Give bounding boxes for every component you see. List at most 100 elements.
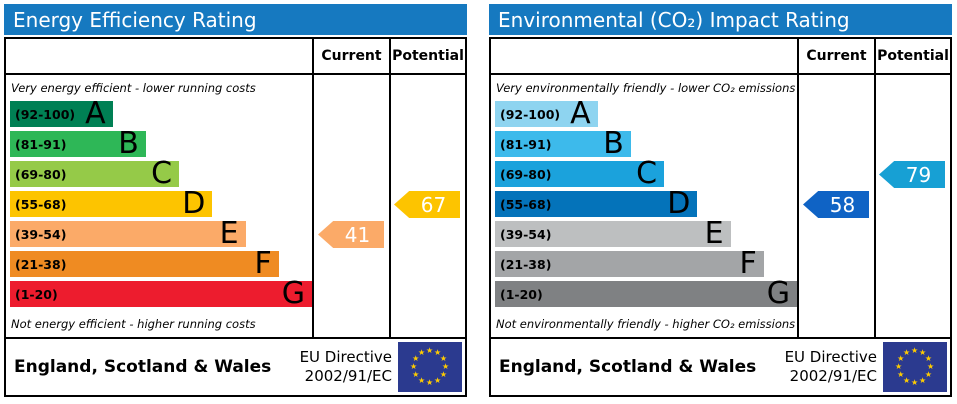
band-letter: G — [281, 276, 305, 311]
energy-band-scale: Very energy efficient - lower running co… — [6, 75, 312, 337]
band-bar-g: (1-20) G — [495, 276, 797, 311]
energy-header-spacer — [6, 39, 312, 73]
star-icon: ★ — [426, 346, 434, 355]
environmental-top-caption: Very environmentally friendly - lower CO… — [496, 81, 796, 95]
band-letter: D — [182, 186, 206, 221]
star-icon: ★ — [410, 362, 418, 371]
band-row-a: (92-100) A — [6, 96, 312, 131]
band-row-b: (81-91) B — [6, 126, 312, 161]
environmental-potential-column-header: Potential — [874, 39, 950, 73]
star-icon: ★ — [439, 370, 448, 379]
energy-panel-title: Energy Efficiency Rating — [4, 4, 467, 35]
band-letter: B — [118, 126, 139, 161]
band-range-label: (81-91) — [15, 136, 67, 152]
band-letter: A — [570, 96, 591, 131]
band-bar-c: (69-80) C — [495, 159, 665, 189]
energy-bottom-caption: Not energy efficient - higher running co… — [11, 317, 256, 331]
star-icon: ★ — [426, 378, 434, 387]
band-bar-d: (55-68) D — [10, 186, 213, 221]
energy-table-body: Very energy efficient - lower running co… — [6, 75, 465, 337]
star-icon: ★ — [434, 375, 442, 385]
star-icon: ★ — [418, 348, 426, 358]
band-range-label: (69-80) — [15, 166, 67, 182]
energy-current-column-header: Current — [312, 39, 389, 73]
eu-flag-icon: ★ ★ ★ ★ ★ ★ ★ ★ ★ ★ ★ ★ — [398, 342, 462, 392]
energy-efficiency-panel: Energy Efficiency Rating Current Potenti… — [4, 4, 467, 397]
band-row-e: (39-54) E — [6, 216, 312, 251]
star-icon: ★ — [924, 354, 933, 363]
band-row-d: (55-68) D — [491, 189, 797, 221]
band-range-label: (55-68) — [500, 196, 552, 212]
potential-rating-arrow: 79 — [879, 161, 945, 188]
current-rating-arrow: 58 — [803, 191, 869, 218]
environmental-rating-table: Current Potential Very environmentally f… — [489, 37, 952, 397]
energy-rating-table: Current Potential Very energy efficient … — [4, 37, 467, 397]
band-bar-a: (92-100) A — [10, 96, 113, 131]
star-icon: ★ — [434, 348, 442, 358]
star-icon: ★ — [911, 346, 919, 355]
star-icon: ★ — [919, 348, 927, 358]
environmental-table-footer: England, Scotland & Wales EU Directive 2… — [491, 337, 950, 395]
band-range-label: (1-20) — [15, 286, 58, 302]
environmental-table-body: Very environmentally friendly - lower CO… — [491, 75, 950, 337]
band-row-d: (55-68) D — [6, 186, 312, 221]
band-range-label: (81-91) — [500, 136, 552, 152]
potential-rating-arrow: 67 — [394, 191, 460, 218]
star-icon: ★ — [911, 378, 919, 387]
band-row-f: (21-38) F — [491, 246, 797, 281]
band-bar-e: (39-54) E — [495, 219, 731, 249]
environmental-bands: (92-100) A (81-91) B (69-80) C (55-68) D (39-54)… — [491, 96, 797, 311]
band-bar-b: (81-91) B — [10, 126, 146, 161]
energy-table-header: Current Potential — [6, 39, 465, 75]
environmental-panel-title: Environmental (CO₂) Impact Rating — [489, 4, 952, 35]
star-icon: ★ — [919, 375, 927, 385]
band-range-label: (92-100) — [500, 106, 561, 122]
star-icon: ★ — [439, 354, 448, 363]
star-icon: ★ — [924, 370, 933, 379]
environmental-current-column-header: Current — [797, 39, 874, 73]
band-letter: F — [739, 246, 757, 281]
band-row-a: (92-100) A — [491, 96, 797, 131]
eu-flag-icon: ★ ★ ★ ★ ★ ★ ★ ★ ★ ★ ★ ★ — [883, 342, 947, 392]
band-row-f: (21-38) F — [6, 246, 312, 281]
energy-potential-column-header: Potential — [389, 39, 465, 73]
environmental-table-header: Current Potential — [491, 39, 950, 75]
band-range-label: (69-80) — [500, 166, 552, 182]
band-row-g: (1-20) G — [6, 276, 312, 311]
band-row-b: (81-91) B — [491, 126, 797, 161]
environmental-current-column: 58 — [797, 75, 874, 337]
star-icon: ★ — [418, 375, 426, 385]
band-row-g: (1-20) G — [491, 276, 797, 311]
band-letter: G — [766, 276, 790, 311]
current-rating-arrow: 41 — [318, 221, 384, 248]
band-range-label: (21-38) — [15, 256, 67, 272]
band-letter: A — [85, 96, 106, 131]
band-range-label: (55-68) — [15, 196, 67, 212]
band-letter: B — [603, 126, 624, 161]
star-icon: ★ — [412, 370, 420, 379]
star-icon: ★ — [895, 362, 903, 371]
environmental-header-spacer — [491, 39, 797, 73]
star-icon: ★ — [927, 362, 935, 371]
band-bar-f: (21-38) F — [10, 246, 279, 281]
band-row-c: (69-80) C — [6, 159, 312, 191]
band-bar-c: (69-80) C — [10, 159, 180, 189]
energy-bands: (92-100) A (81-91) B (69-80) C (55-68) D (39-54)… — [6, 96, 312, 311]
star-icon: ★ — [897, 370, 905, 379]
star-icon: ★ — [903, 348, 911, 358]
band-bar-a: (92-100) A — [495, 96, 598, 131]
band-range-label: (92-100) — [15, 106, 76, 122]
environmental-potential-column: 79 — [874, 75, 950, 337]
band-bar-d: (55-68) D — [495, 189, 698, 219]
eu-directive-label: EU Directive 2002/91/EC — [784, 348, 877, 385]
star-icon: ★ — [412, 354, 420, 363]
environmental-band-scale: Very environmentally friendly - lower CO… — [491, 75, 797, 337]
energy-top-caption: Very energy efficient - lower running co… — [11, 81, 256, 95]
band-range-label: (39-54) — [15, 226, 67, 242]
star-icon: ★ — [903, 375, 911, 385]
band-bar-e: (39-54) E — [10, 216, 246, 251]
band-bar-g: (1-20) G — [10, 276, 312, 311]
band-letter: E — [219, 216, 239, 251]
band-letter: F — [254, 246, 272, 281]
